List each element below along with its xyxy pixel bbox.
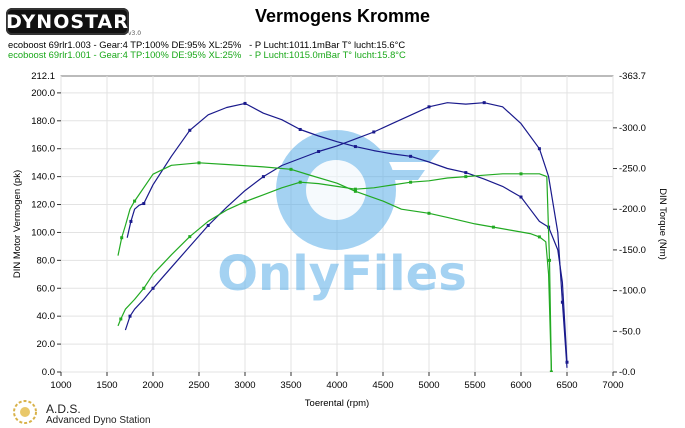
- y2-tick-label: -250.0: [619, 164, 646, 175]
- series-point: [491, 225, 495, 229]
- footer-name: Advanced Dyno Station: [46, 415, 151, 426]
- series-point: [188, 128, 192, 132]
- run-legend-2: ecoboost 69rlr1.001 - Gear:4 TP:100% DE:…: [8, 49, 406, 60]
- y-tick-label: 140.0: [31, 172, 55, 183]
- series-point: [409, 180, 413, 184]
- series-point: [188, 235, 192, 239]
- x-tick-label: 2500: [188, 380, 209, 391]
- series-point: [298, 127, 302, 131]
- series-point: [206, 223, 210, 227]
- series-point: [549, 370, 553, 372]
- series-point: [128, 314, 132, 318]
- series-point: [409, 154, 413, 158]
- watermark-circle-icon: [276, 130, 396, 250]
- y-tick-label: 160.0: [31, 144, 55, 155]
- logo-text: DYNOSTAR: [6, 10, 129, 33]
- series-point: [142, 202, 146, 206]
- x-tick-label: 4500: [372, 380, 393, 391]
- y2-tick-labels: -0.0 -50.0 -100.0 -150.0 -200.0 -250.0 -300.0 -…: [613, 71, 646, 378]
- dynostar-logo: DYNOSTAR: [6, 8, 129, 35]
- x-tick-label: 2000: [142, 380, 163, 391]
- series-line-4: [117, 162, 552, 372]
- y-tick-label: 40.0: [37, 311, 56, 322]
- series-point: [142, 286, 146, 290]
- series-point: [464, 175, 468, 179]
- footer-org: A.D.S.: [46, 402, 81, 416]
- y2-top-label: -363.7: [619, 71, 646, 82]
- y2-tick-label: -0.0: [619, 367, 635, 378]
- series-point: [560, 300, 564, 304]
- series-point: [353, 187, 357, 191]
- x-tick-label: 1500: [96, 380, 117, 391]
- series-line-2: [126, 102, 568, 363]
- y-axis-label: DIN Motor Vermogen (pk): [12, 170, 23, 278]
- watermark-text: OnlyFiles: [217, 246, 467, 302]
- x-tick-label: 4000: [326, 380, 347, 391]
- x-tick-label: 5500: [464, 380, 485, 391]
- y-tick-label: 200.0: [31, 88, 55, 99]
- y2-tick-label: -150.0: [619, 245, 646, 256]
- x-tick-label: 3500: [280, 380, 301, 391]
- series-point: [133, 199, 137, 203]
- series-point: [289, 167, 293, 171]
- series-point: [427, 211, 431, 215]
- y-tick-label: 120.0: [31, 200, 55, 211]
- series-point: [353, 189, 357, 193]
- x-tick-label: 5000: [418, 380, 439, 391]
- series-group: [117, 101, 569, 372]
- logo-subtext: v3.0: [128, 30, 142, 37]
- series-point: [151, 286, 155, 290]
- x-tick-label: 6500: [556, 380, 577, 391]
- series-point: [119, 317, 123, 321]
- y2-tick-label: -50.0: [619, 326, 641, 337]
- y-tick-label: 0.0: [42, 367, 55, 378]
- y-top-label: 212.1: [31, 71, 55, 82]
- series-point: [243, 101, 247, 105]
- y-tick-label: 60.0: [37, 283, 56, 294]
- series-point: [427, 105, 431, 109]
- series-point: [565, 360, 569, 364]
- y2-tick-label: -200.0: [619, 204, 646, 215]
- x-tick-labels: 1000 1500 2000 2500 3000 3500 4000 4500 5000 5500…: [50, 372, 624, 391]
- series-point: [482, 101, 486, 105]
- series-line-1: [124, 102, 568, 368]
- y-tick-label: 100.0: [31, 227, 55, 238]
- y2-tick-label: -300.0: [619, 123, 646, 134]
- series-point: [519, 195, 523, 199]
- ads-logo-icon: [13, 400, 37, 424]
- series-point: [261, 175, 265, 179]
- series-point: [129, 219, 133, 223]
- series-line-3: [117, 173, 552, 372]
- run-legend-1: ecoboost 69rlr1.003 - Gear:4 TP:100% DE:…: [8, 39, 406, 50]
- x-tick-label: 3000: [234, 380, 255, 391]
- series-point: [197, 161, 201, 165]
- series-point: [120, 236, 124, 240]
- series-point: [372, 130, 376, 134]
- series-point: [243, 200, 247, 204]
- chart-title: Vermogens Kromme: [254, 6, 431, 26]
- y2-axis-label: DIN Torque (Nm): [657, 188, 668, 260]
- y2-tick-label: -100.0: [619, 286, 646, 297]
- y-tick-label: 80.0: [37, 255, 56, 266]
- x-tick-label: 6000: [510, 380, 531, 391]
- x-tick-label: 7000: [602, 380, 623, 391]
- y-tick-label: 180.0: [31, 116, 55, 127]
- x-tick-label: 1000: [50, 380, 71, 391]
- watermark: OnlyFiles: [217, 130, 467, 302]
- y-tick-labels: 0.0 20.0 40.0 60.0 80.0 100.0 120.0 140.0 160.0 1…: [31, 71, 61, 378]
- series-point: [537, 147, 541, 151]
- series-point: [548, 258, 552, 262]
- series-point: [353, 145, 357, 149]
- x-axis-label: Toerental (rpm): [305, 398, 369, 409]
- series-point: [317, 150, 321, 154]
- y-tick-label: 20.0: [37, 339, 56, 350]
- series-point: [537, 235, 541, 239]
- series-point: [464, 171, 468, 175]
- series-point: [298, 180, 302, 184]
- series-point: [519, 172, 523, 176]
